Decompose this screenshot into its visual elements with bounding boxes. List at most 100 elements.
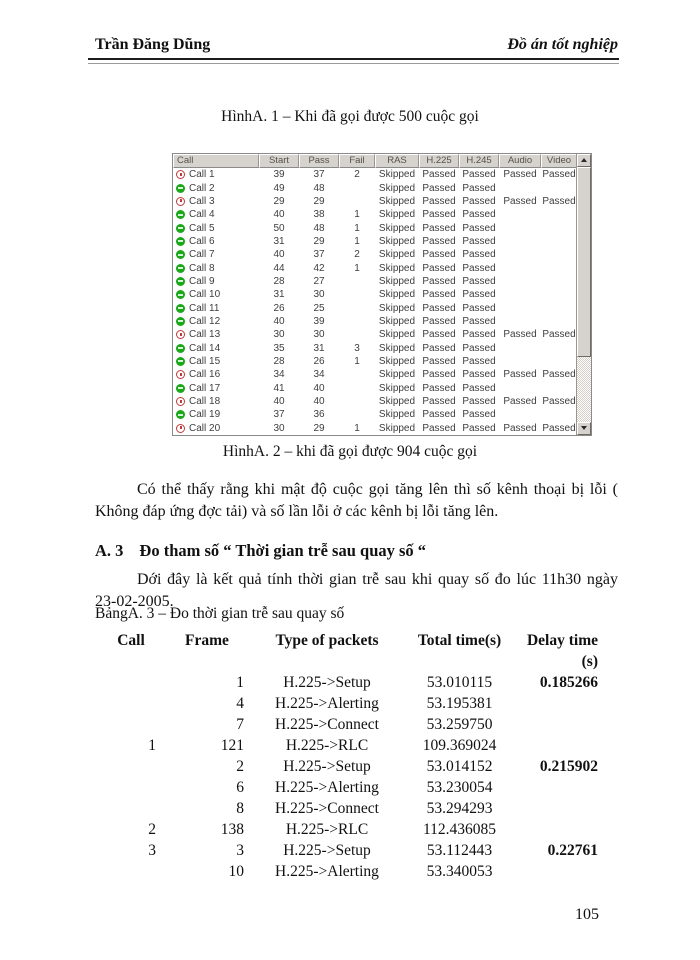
- call-row[interactable]: Call 17 41 40 Skipped Passed Passed: [173, 382, 591, 395]
- red-timer-icon: [176, 196, 185, 206]
- call-row[interactable]: Call 13 30 30 Skipped Passed Passed Passed Pass…: [173, 328, 591, 341]
- vertical-scrollbar[interactable]: [576, 154, 591, 435]
- column-header-fail[interactable]: Fail: [339, 154, 375, 168]
- column-header-audio[interactable]: Audio: [499, 154, 541, 168]
- cell-call: Call 3: [173, 195, 259, 208]
- cell-start: 39: [273, 169, 285, 181]
- column-header-h245[interactable]: H.245: [459, 154, 499, 168]
- call-row[interactable]: Call 6 31 29 1 Skipped Passed Passed: [173, 235, 591, 248]
- cell-call: Call 8: [173, 262, 259, 275]
- column-header-h225[interactable]: H.225: [419, 154, 459, 168]
- cell-ras: Skipped: [378, 235, 416, 247]
- column-header-pass[interactable]: Pass: [299, 154, 339, 168]
- page-number: 105: [575, 906, 599, 923]
- delay-cell-frame: 4: [236, 695, 244, 712]
- delay-cell-total: 109.369024: [422, 737, 497, 754]
- table-a3-caption: BảngA. 3 – Đo thời gian trễ sau quay số: [95, 605, 345, 622]
- column-header-start[interactable]: Start: [259, 154, 299, 168]
- cell-video: Passed: [542, 422, 576, 434]
- cell-pass: 48: [313, 222, 325, 234]
- delay-cell-call: [100, 672, 162, 693]
- green-status-icon: [176, 410, 185, 420]
- cell-video: Passed: [542, 396, 576, 408]
- delay-cell-type: H.225->Alerting: [275, 863, 379, 880]
- cell-pass: 37: [313, 249, 325, 261]
- green-status-icon: [176, 356, 185, 366]
- call-row[interactable]: Call 11 26 25 Skipped Passed Passed: [173, 301, 591, 314]
- call-row[interactable]: Call 5 50 48 1 Skipped Passed Passed: [173, 221, 591, 234]
- call-row[interactable]: Call 12 40 39 Skipped Passed Passed: [173, 315, 591, 328]
- cell-start: 37: [273, 409, 285, 421]
- delay-row: 3 3 H.225->Setup 53.112443 0.22761: [100, 840, 620, 861]
- delay-row: 2 H.225->Setup 53.014152 0.215902: [100, 756, 620, 777]
- delay-table: Call Frame Type of packets Total time(s) Del…: [100, 630, 620, 882]
- scrollbar-track[interactable]: [577, 357, 591, 422]
- column-header-call[interactable]: Call: [173, 154, 259, 168]
- scroll-up-button[interactable]: [577, 154, 591, 167]
- delay-cell-total: 53.294293: [426, 800, 493, 817]
- green-status-icon: [176, 303, 185, 313]
- cell-fail: 1: [354, 262, 360, 274]
- call-row[interactable]: Call 2 49 48 Skipped Passed Passed: [173, 181, 591, 194]
- call-row[interactable]: Call 4 40 38 1 Skipped Passed Passed: [173, 208, 591, 221]
- call-label: Call 19: [189, 409, 221, 421]
- delay-row: 7 H.225->Connect 53.259750: [100, 714, 620, 735]
- call-row[interactable]: Call 7 40 37 2 Skipped Passed Passed: [173, 248, 591, 261]
- scrollbar-thumb[interactable]: [577, 167, 591, 357]
- cell-fail: 2: [354, 249, 360, 261]
- cell-call: Call 10: [173, 288, 259, 301]
- call-row[interactable]: Call 16 34 34 Skipped Passed Passed Passed Pass…: [173, 368, 591, 381]
- cell-h225: Passed: [422, 302, 456, 314]
- cell-h245: Passed: [462, 249, 496, 261]
- delay-column-header-frame: Frame: [185, 632, 229, 649]
- cell-h245: Passed: [462, 169, 496, 181]
- call-row[interactable]: Call 3 29 29 Skipped Passed Passed Passed Passe…: [173, 195, 591, 208]
- scroll-down-button[interactable]: [577, 422, 591, 435]
- call-row[interactable]: Call 1 39 37 2 Skipped Passed Passed Passed Pass…: [173, 168, 591, 181]
- delay-cell-delay: [517, 693, 620, 714]
- call-row[interactable]: Call 8 44 42 1 Skipped Passed Passed: [173, 261, 591, 274]
- column-header-ras[interactable]: RAS: [375, 154, 419, 168]
- cell-ras: Skipped: [378, 369, 416, 381]
- call-row[interactable]: Call 9 28 27 Skipped Passed Passed: [173, 275, 591, 288]
- column-header-video[interactable]: Video: [541, 154, 577, 168]
- call-label: Call 10: [189, 289, 221, 301]
- delay-cell-type: H.225->Alerting: [275, 779, 379, 796]
- call-table-header: Call Start Pass Fail RAS H.225 H.245 Audio Video: [173, 154, 591, 168]
- delay-cell-delay: [517, 861, 620, 882]
- call-row[interactable]: Call 18 40 40 Skipped Passed Passed Passed Pass…: [173, 395, 591, 408]
- cell-fail: 1: [354, 235, 360, 247]
- call-row[interactable]: Call 10 31 30 Skipped Passed Passed: [173, 288, 591, 301]
- call-label: Call 8: [189, 262, 215, 274]
- cell-audio: Passed: [503, 195, 537, 207]
- call-row[interactable]: Call 15 28 26 1 Skipped Passed Passed: [173, 355, 591, 368]
- cell-h245: Passed: [462, 275, 496, 287]
- cell-fail: 1: [354, 422, 360, 434]
- cell-ras: Skipped: [378, 315, 416, 327]
- cell-h245: Passed: [462, 289, 496, 301]
- call-row[interactable]: Call 20 30 29 1 Skipped Passed Passed Passed Pas…: [173, 422, 591, 435]
- delay-cell-call: [100, 714, 162, 735]
- cell-h245: Passed: [462, 302, 496, 314]
- delay-cell-call: [100, 798, 162, 819]
- cell-h225: Passed: [422, 422, 456, 434]
- green-status-icon: [176, 210, 185, 220]
- cell-fail: 2: [354, 169, 360, 181]
- call-row[interactable]: Call 19 37 36 Skipped Passed Passed: [173, 408, 591, 421]
- cell-pass: 29: [313, 195, 325, 207]
- call-label: Call 5: [189, 222, 215, 234]
- call-row[interactable]: Call 14 35 31 3 Skipped Passed Passed: [173, 341, 591, 354]
- delay-cell-call: 2: [148, 821, 156, 838]
- cell-audio: Passed: [503, 422, 537, 434]
- cell-pass: 30: [313, 289, 325, 301]
- cell-start: 30: [273, 422, 285, 434]
- cell-pass: 39: [313, 315, 325, 327]
- cell-pass: 38: [313, 209, 325, 221]
- delay-row: 1 121 H.225->RLC 109.369024: [100, 735, 620, 756]
- cell-start: 31: [273, 235, 285, 247]
- cell-ras: Skipped: [378, 396, 416, 408]
- delay-table-header: Call Frame Type of packets Total time(s) Del…: [100, 630, 620, 672]
- cell-audio: Passed: [503, 369, 537, 381]
- cell-pass: 26: [313, 355, 325, 367]
- cell-h245: Passed: [462, 409, 496, 421]
